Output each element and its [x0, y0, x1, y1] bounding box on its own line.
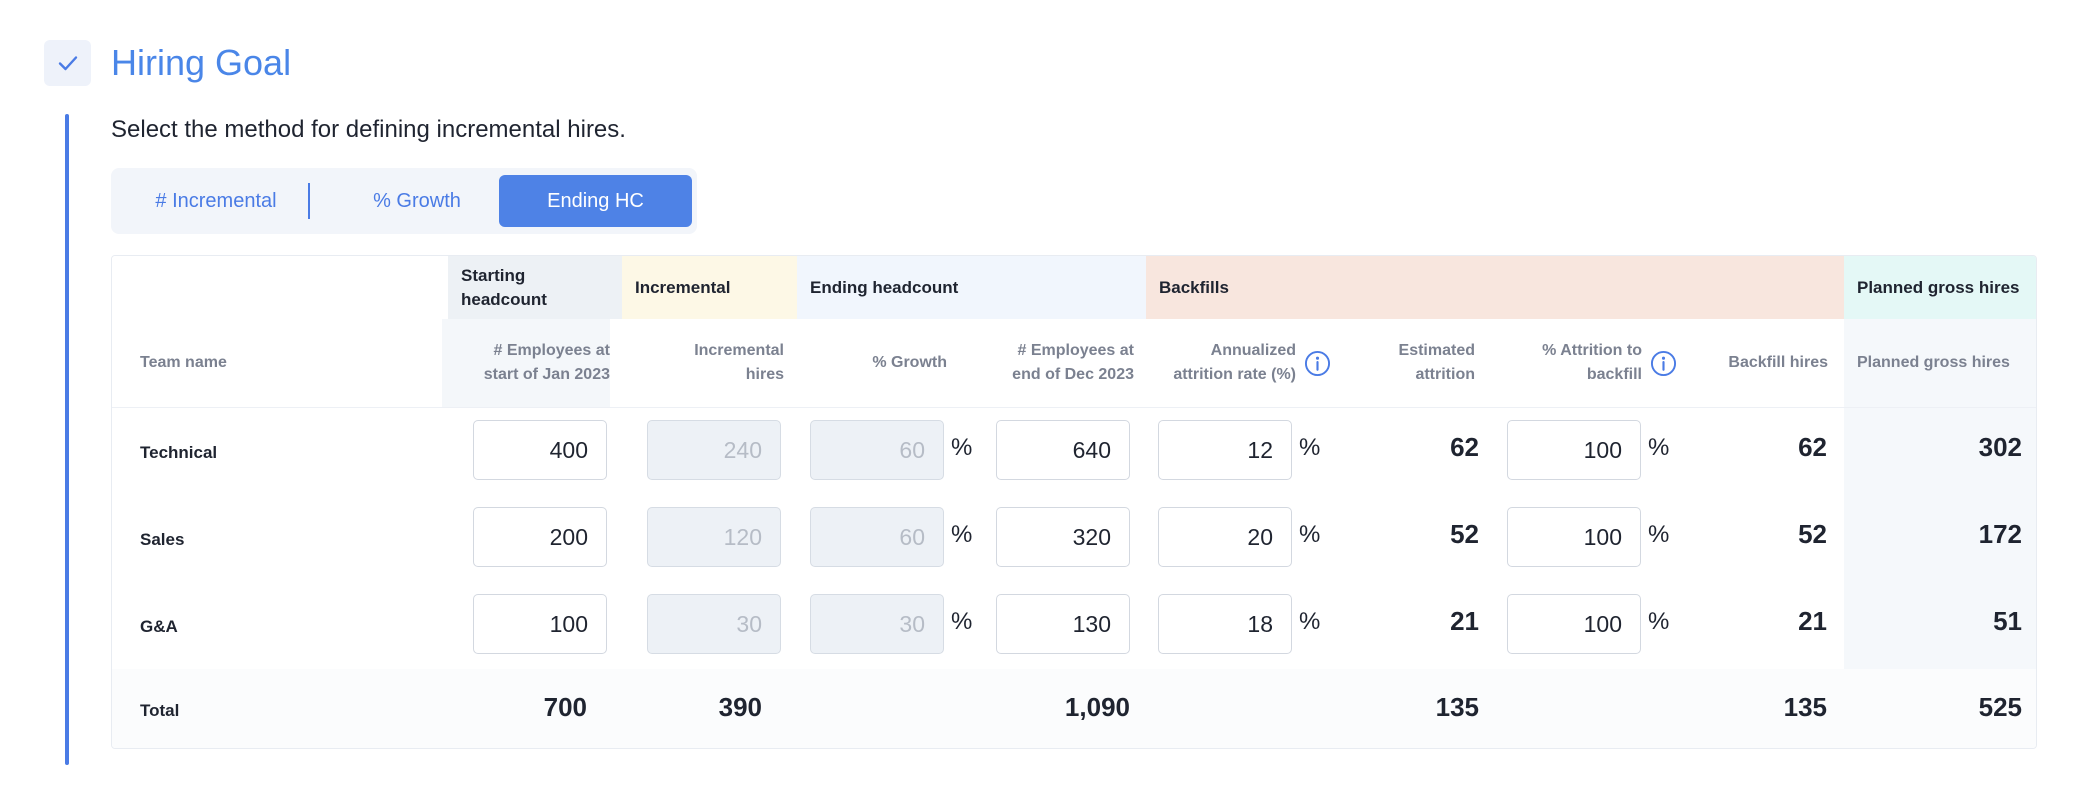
- input-end-employees[interactable]: 320: [996, 507, 1130, 567]
- total-end-employees: 1,090: [1064, 692, 1130, 722]
- gross-hires-value: 172: [1978, 519, 2022, 549]
- input-start-employees[interactable]: 100: [473, 594, 607, 654]
- total-gross-hires: 525: [1978, 692, 2022, 722]
- method-selector: # Incremental % Growth Ending HC: [111, 168, 697, 234]
- method-option-ending-hc[interactable]: Ending HC: [499, 175, 692, 227]
- hiring-goal-table: Starting headcount Incremental Ending he…: [111, 255, 2037, 749]
- info-icon[interactable]: [1650, 350, 1677, 377]
- input-start-employees[interactable]: 400: [473, 420, 607, 480]
- estimated-attrition-value: 21: [1450, 606, 1479, 636]
- input-start-employees[interactable]: 200: [473, 507, 607, 567]
- pct-sign: %: [1648, 521, 1670, 548]
- row-label-technical: Technical: [140, 443, 218, 462]
- total-row-bg: [112, 669, 2036, 748]
- input-attrition-to-backfill[interactable]: 100: [1507, 420, 1641, 480]
- gross-column-bg: [1844, 319, 2036, 693]
- pct-sign: %: [951, 608, 973, 635]
- col-header-end-emp: # Employees at end of Dec 2023: [1012, 342, 1134, 383]
- group-header-starting: Starting headcount: [448, 256, 622, 319]
- input-growth-pct: 60: [810, 420, 944, 480]
- section-accent-bar: [65, 114, 69, 765]
- pct-sign: %: [951, 521, 973, 548]
- method-option-growth[interactable]: % Growth: [373, 189, 461, 212]
- backfill-hires-value: 52: [1798, 519, 1827, 549]
- input-incremental-hires: 30: [647, 594, 781, 654]
- col-header-backfill-hires: Backfill hires: [1728, 354, 1828, 371]
- check-icon: [58, 56, 77, 71]
- info-icon[interactable]: [1304, 350, 1331, 377]
- group-header-gross: Planned gross hires: [1844, 256, 2036, 319]
- pct-sign: %: [1648, 608, 1670, 635]
- estimated-attrition-value: 52: [1450, 519, 1479, 549]
- header-divider: [112, 407, 2036, 408]
- row-label-ga: G&A: [140, 617, 178, 636]
- input-end-employees[interactable]: 130: [996, 594, 1130, 654]
- group-header-backfills: Backfills: [1146, 256, 1844, 319]
- pct-sign: %: [1648, 434, 1670, 461]
- input-attrition-rate[interactable]: 20: [1158, 507, 1292, 567]
- total-backfill-hires: 135: [1783, 692, 1827, 722]
- col-header-gross-hires: Planned gross hires: [1857, 354, 2010, 371]
- row-label-sales: Sales: [140, 530, 185, 549]
- col-header-team: Team name: [140, 354, 227, 371]
- group-header-ending: Ending headcount: [797, 256, 1146, 319]
- col-header-attrition-backfill: % Attrition to backfill: [1492, 319, 1677, 407]
- group-header-blank: [112, 256, 448, 319]
- section-instruction: Select the method for defining increment…: [111, 116, 626, 143]
- total-incremental-hires: 390: [718, 692, 762, 722]
- pct-sign: %: [1299, 521, 1321, 548]
- section-title: Hiring Goal: [111, 42, 292, 83]
- row-label-total: Total: [140, 701, 180, 720]
- pct-sign: %: [1299, 608, 1321, 635]
- gross-hires-value: 302: [1978, 432, 2022, 462]
- gross-hires-value: 51: [1993, 606, 2022, 636]
- backfill-hires-value: 62: [1798, 432, 1827, 462]
- input-attrition-to-backfill[interactable]: 100: [1507, 507, 1641, 567]
- input-attrition-rate[interactable]: 12: [1158, 420, 1292, 480]
- pct-sign: %: [951, 434, 973, 461]
- total-start-employees: 700: [543, 692, 587, 722]
- backfill-hires-value: 21: [1798, 606, 1827, 636]
- col-header-est-attrition: Estimated attrition: [1398, 342, 1475, 383]
- input-attrition-rate[interactable]: 18: [1158, 594, 1292, 654]
- col-header-start-emp: # Employees at start of Jan 2023: [442, 319, 610, 407]
- col-header-growth: % Growth: [872, 354, 947, 371]
- input-growth-pct: 60: [810, 507, 944, 567]
- input-end-employees[interactable]: 640: [996, 420, 1130, 480]
- total-estimated-attrition: 135: [1435, 692, 1479, 722]
- input-incremental-hires: 120: [647, 507, 781, 567]
- col-header-attrition-rate: Annualized attrition rate (%): [1146, 319, 1331, 407]
- input-growth-pct: 30: [810, 594, 944, 654]
- method-option-incremental[interactable]: # Incremental: [155, 189, 277, 212]
- col-header-inc-hires: Incremental hires: [694, 342, 784, 383]
- estimated-attrition-value: 62: [1450, 432, 1479, 462]
- input-attrition-to-backfill[interactable]: 100: [1507, 594, 1641, 654]
- input-incremental-hires: 240: [647, 420, 781, 480]
- group-header-incremental: Incremental: [622, 256, 797, 319]
- section-checkbox[interactable]: [44, 40, 91, 86]
- segment-divider: [308, 183, 310, 219]
- pct-sign: %: [1299, 434, 1321, 461]
